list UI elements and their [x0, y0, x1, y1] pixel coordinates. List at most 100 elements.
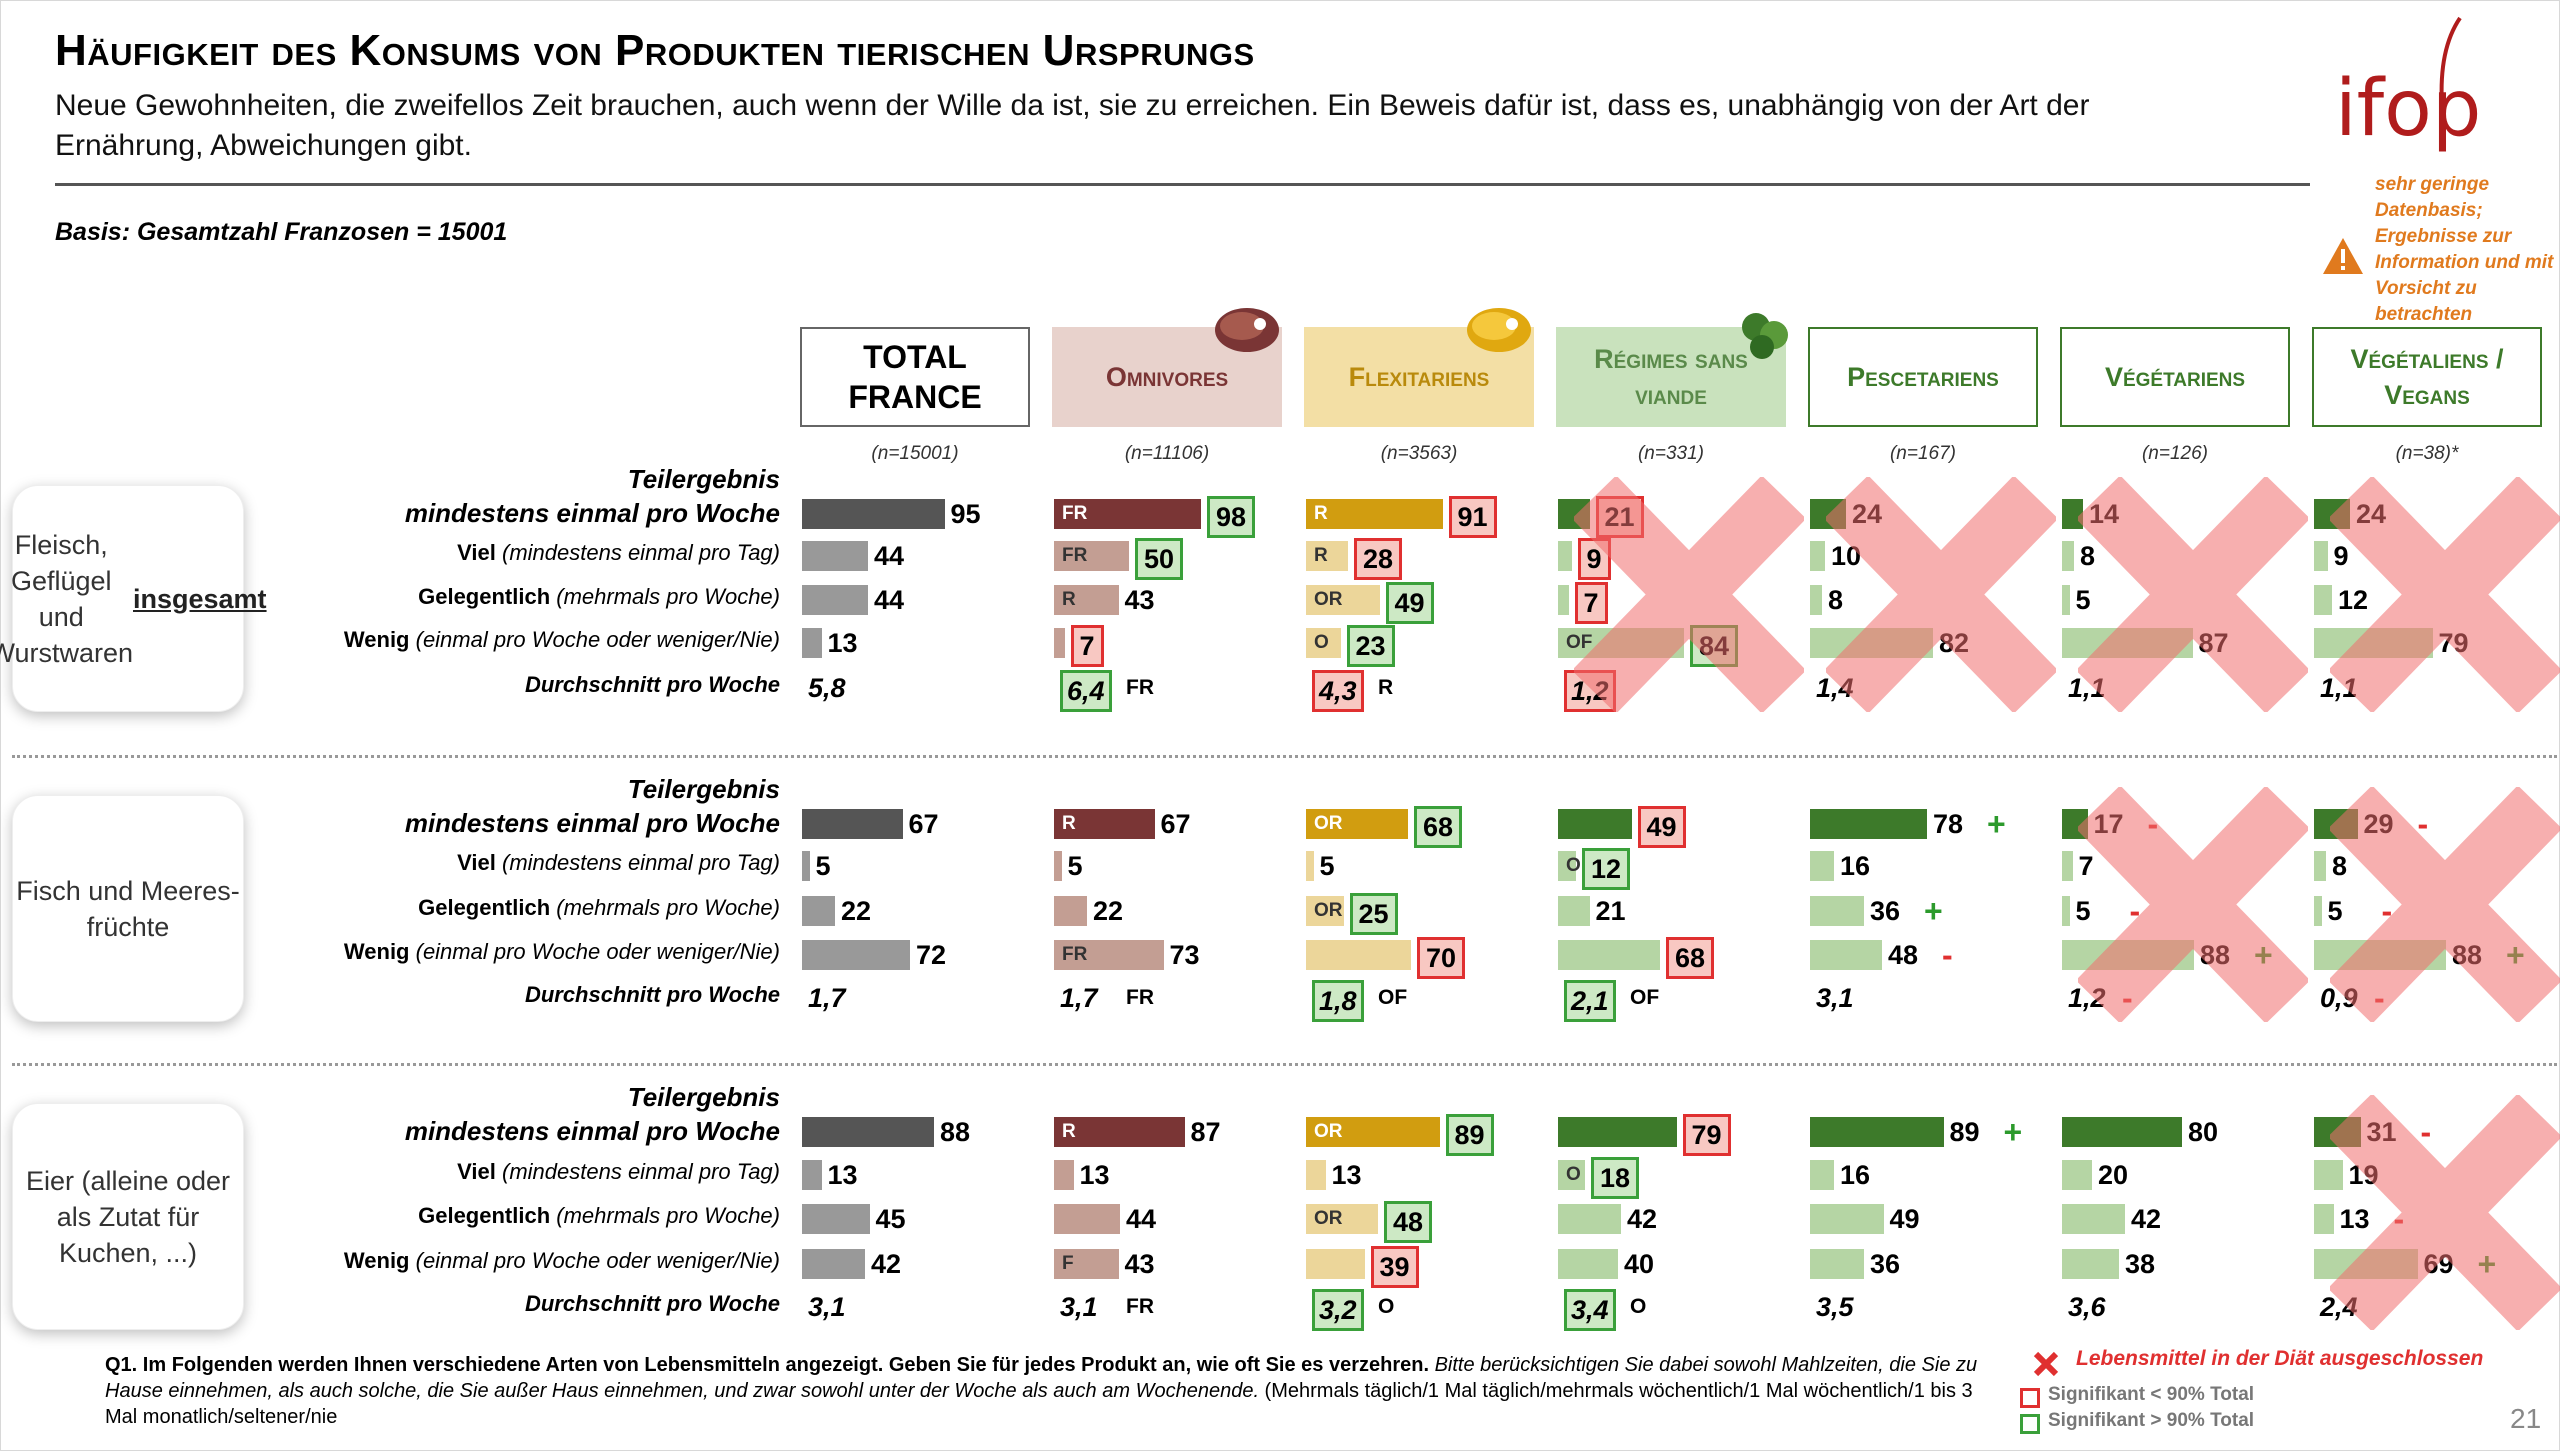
data-bar	[1558, 940, 1660, 970]
footnote-question: Q1. Im Folgenden werden Ihnen verschiede…	[105, 1354, 1430, 1376]
average-significance-label: O	[1630, 1295, 1647, 1318]
data-value: 79	[1682, 1114, 1731, 1156]
bar-significance-label: O	[1566, 1164, 1581, 1185]
data-value: 88	[2452, 940, 2483, 970]
data-value: 38	[2125, 1249, 2156, 1279]
data-bar	[802, 1204, 870, 1234]
data-bar	[1054, 851, 1062, 881]
data-value: 36	[1870, 896, 1901, 926]
row-label: Viel (mindestens einmal pro Tag)	[457, 540, 780, 565]
data-value: 20	[2098, 1160, 2129, 1190]
data-value: 10	[1831, 541, 1862, 571]
data-value: 48	[1384, 1201, 1433, 1243]
bar-significance-label: R	[1062, 813, 1076, 834]
weekly-average: 1,1	[2068, 673, 2106, 703]
data-bar	[802, 1249, 865, 1279]
data-bar	[1054, 1249, 1119, 1279]
data-value: 13	[1331, 1160, 1362, 1190]
data-value: 21	[1595, 896, 1626, 926]
data-bar	[1558, 896, 1590, 926]
data-value: 67	[1160, 809, 1191, 839]
data-value: 89	[1445, 1114, 1494, 1156]
average-significance-label: OF	[1630, 986, 1660, 1009]
average-significance-label: FR	[1126, 986, 1154, 1009]
page-number: 21	[2510, 1403, 2542, 1434]
data-value: 19	[2348, 1160, 2379, 1190]
column-header: TOTAL FRANCE	[800, 327, 1030, 427]
data-bar	[1810, 940, 1882, 970]
row-label: Durchschnitt pro Woche	[524, 982, 780, 1007]
data-bar	[1054, 940, 1164, 970]
data-bar	[1558, 1204, 1621, 1234]
data-value: 12	[2338, 585, 2369, 615]
data-bar	[1054, 499, 1201, 529]
data-bar	[1306, 1204, 1378, 1234]
steak-icon	[1464, 302, 1534, 354]
row-label: Durchschnitt pro Woche	[524, 672, 780, 697]
data-value: 88	[2200, 940, 2231, 970]
row-label-subtotal-detail: mindestens einmal pro Woche	[404, 498, 780, 528]
data-value: 18	[1591, 1157, 1640, 1199]
data-bar	[802, 896, 835, 926]
data-bar	[2314, 541, 2328, 571]
data-value: 40	[1624, 1249, 1655, 1279]
data-bar	[1810, 1249, 1864, 1279]
bar-significance-label: OR	[1314, 813, 1343, 834]
row-label-subtotal: Teilergebnis	[627, 464, 780, 494]
bar-significance-label: R	[1314, 545, 1328, 566]
row-label: Durchschnitt pro Woche	[524, 1291, 780, 1316]
data-value: 13	[2339, 1204, 2370, 1234]
data-bar	[2062, 499, 2083, 529]
small-base-warning: sehr geringe Datenbasis; Ergebnisse zur …	[2375, 174, 2554, 325]
data-bar	[1810, 499, 1846, 529]
data-value: 44	[874, 541, 905, 571]
row-label: Wenig (einmal pro Woche oder weniger/Nie…	[343, 939, 780, 964]
data-bar	[802, 1160, 822, 1190]
question-footnote: Q1. Im Folgenden werden Ihnen verschiede…	[105, 1352, 1985, 1430]
warning-icon	[2323, 238, 2363, 274]
data-value: 69	[2423, 1249, 2454, 1279]
data-value: 22	[841, 896, 872, 926]
data-value: 13	[827, 1160, 858, 1190]
data-value: 82	[1939, 628, 1970, 658]
ifop-logo: ifop	[2335, 16, 2481, 154]
data-bar	[2062, 809, 2088, 839]
column-sample-size: (n=38)*	[2395, 443, 2459, 464]
row-label: Gelegentlich (mehrmals pro Woche)	[418, 584, 780, 609]
bar-significance-label: R	[1062, 1121, 1076, 1142]
data-value: 45	[875, 1204, 906, 1234]
data-value: 16	[1840, 851, 1871, 881]
weekly-average: 3,4	[1564, 1289, 1616, 1331]
column-sample-size: (n=3563)	[1380, 443, 1458, 464]
data-value: 91	[1448, 496, 1497, 538]
average-significance-label: FR	[1126, 1295, 1154, 1318]
data-value: 88	[940, 1117, 971, 1147]
bar-significance-label: OR	[1314, 900, 1343, 921]
data-bar	[2062, 585, 2070, 615]
weekly-average: 3,1	[1816, 983, 1854, 1013]
data-value: 24	[2356, 499, 2387, 529]
bar-significance-label: FR	[1062, 944, 1088, 965]
data-value: 21	[1595, 496, 1644, 538]
data-value: 50	[1135, 538, 1184, 580]
weekly-average: 0,9	[2320, 983, 2358, 1013]
data-value: 5	[2075, 896, 2091, 926]
data-bar	[1306, 585, 1380, 615]
data-bar	[1810, 1204, 1884, 1234]
data-bar	[2314, 1249, 2418, 1279]
data-value: 17	[2093, 809, 2124, 839]
data-value: 89	[1949, 1117, 1980, 1147]
svg-text:ifop: ifop	[2335, 64, 2481, 154]
data-value: 7	[1070, 625, 1104, 667]
bar-significance-label: FR	[1062, 545, 1088, 566]
page-title: Häufigkeit des Konsums von Produkten tie…	[55, 26, 1255, 75]
data-bar	[802, 940, 910, 970]
row-label-subtotal-detail: mindestens einmal pro Woche	[404, 1116, 780, 1146]
data-bar	[1054, 809, 1155, 839]
data-bar	[1306, 809, 1408, 839]
weekly-average: 3,2	[1312, 1289, 1364, 1331]
minus-icon: -	[2420, 1114, 2432, 1150]
data-bar	[2314, 1117, 2361, 1147]
data-bar	[1558, 809, 1632, 839]
data-bar	[802, 499, 945, 529]
